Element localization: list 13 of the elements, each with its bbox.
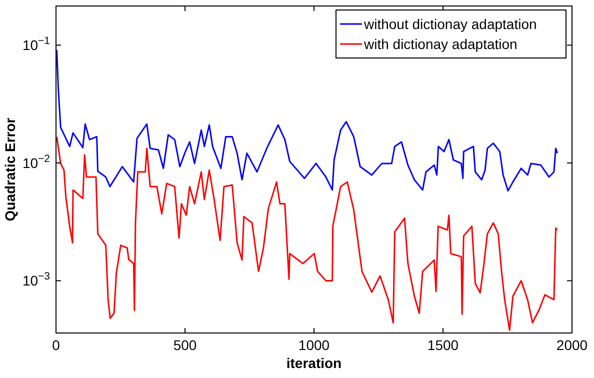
x-tick-label: 0 [52,337,60,353]
y-tick-label: 10$^{−1}$ [22,35,50,54]
x-tick-label: 1500 [427,337,459,353]
x-tick-label: 1000 [298,337,330,353]
line-series [56,136,558,331]
y-tick-label: 10$^{−2}$ [22,152,50,171]
legend-label: with dictionay adaptation [363,36,518,52]
legend-label: without dictionay adaptation [363,16,537,32]
x-axis-title: iteration [286,355,342,371]
y-tick-label: 10$^{−3}$ [22,270,50,289]
y-axis-title: Quadratic Error [2,117,18,222]
x-tick-label: 500 [173,337,197,353]
x-tick-label: 2000 [556,337,588,353]
